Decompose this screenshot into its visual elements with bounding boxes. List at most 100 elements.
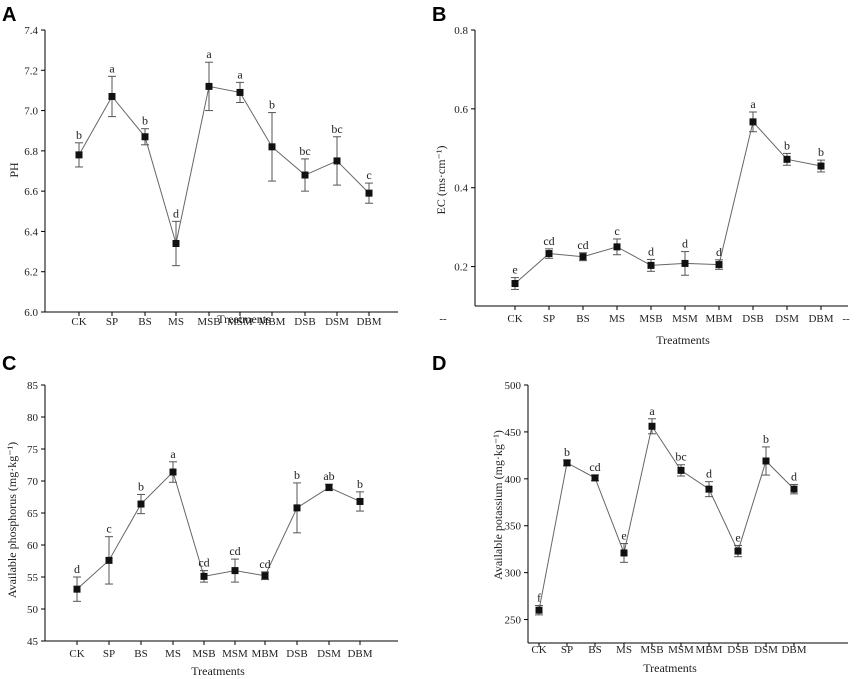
- panel-d-data-point: [591, 474, 599, 482]
- panel-a-y-tick-label: 7.0: [24, 106, 38, 118]
- panel-d-significance-letter: b: [763, 432, 769, 446]
- panel-d-data-point: [648, 422, 656, 430]
- panel-c-x-tick-label: CK: [69, 648, 84, 660]
- panel-c-x-tick-label: DSB: [286, 648, 307, 660]
- panel-d-data-point: [705, 485, 713, 493]
- panel-a-significance-letter: a: [237, 67, 243, 81]
- panel-d-data-point: [762, 457, 770, 465]
- panel-b-y-tick-label: 0.4: [454, 183, 468, 195]
- panel-d-x-tick-label: SP: [561, 644, 573, 656]
- panel-c-x-tick-label: DSM: [317, 648, 341, 660]
- panel-d-x-tick-label: DBM: [781, 644, 806, 656]
- panel-a-x-tick-label: MSB: [197, 316, 220, 328]
- panel-b-data-point: [681, 259, 689, 267]
- panel-c-data-point: [261, 572, 269, 580]
- panel-d: D Treatments Available potassium (mg·kg⁻…: [432, 353, 848, 675]
- panel-d-x-tick-label: DSM: [754, 644, 778, 656]
- panel-a-significance-letter: b: [142, 114, 148, 128]
- panel-b: B Treatments EC (ms·cm⁻¹) 0.2 0.4 0.6 0.8 CK…: [432, 4, 850, 347]
- panel-c-data-point: [325, 483, 333, 491]
- panel-b-x-tick-label: MS: [609, 313, 625, 325]
- panel-c-y-tick-label: 55: [27, 572, 39, 584]
- panel-d-significance-letter: f: [537, 590, 541, 604]
- panel-b-data-point: [545, 250, 553, 258]
- panel-d-data-point: [535, 606, 543, 614]
- panel-d-y-tick-label: 500: [505, 380, 522, 392]
- panel-d-significance-letter: e: [621, 529, 626, 543]
- panel-b-x-tick-label: MSB: [639, 313, 662, 325]
- panel-a-significance-letter: bc: [299, 144, 310, 158]
- panel-d-series-line: [538, 425, 795, 611]
- panel-a-letter: A: [2, 4, 16, 26]
- panel-b-significance-letter: d: [648, 244, 654, 258]
- panel-c-data-point: [200, 572, 208, 580]
- panel-c-y-tick-label: 70: [27, 476, 39, 488]
- panel-b-x-tick-label: MSM: [672, 313, 698, 325]
- panel-b-significance-letter: cd: [577, 238, 588, 252]
- panel-a-x-tick-label: MSM: [227, 316, 253, 328]
- panel-b-x-tick-label: MBM: [706, 313, 733, 325]
- panel-a-y-tick-label: 7.2: [24, 65, 38, 77]
- panel-a-data-point: [108, 92, 116, 100]
- panel-c-y-title: Available phosphorus (mg·kg⁻¹): [5, 442, 19, 598]
- panel-d-x-tick-label: BS: [588, 644, 601, 656]
- panel-a-x-tick-label: DSB: [294, 316, 315, 328]
- panel-a-significance-letter: bc: [331, 122, 342, 136]
- panel-d-significance-letter: a: [649, 404, 655, 418]
- panel-c-x-tick-label: BS: [134, 648, 147, 660]
- panel-b-significance-letter: e: [512, 263, 517, 277]
- panel-c-data-point: [231, 567, 239, 575]
- panel-a-x-tick-label: MBM: [259, 316, 286, 328]
- panel-d-data-point: [734, 547, 742, 555]
- panel-a-data-point: [301, 171, 309, 179]
- panel-d-data-point: [563, 459, 571, 467]
- panel-c-significance-letter: a: [170, 447, 176, 461]
- panel-a-x-tick-label: CK: [71, 316, 86, 328]
- panel-a-data-point: [141, 133, 149, 141]
- panel-b-series-line: [514, 120, 822, 284]
- panel-b-x-tick-label: BS: [576, 313, 589, 325]
- panel-a-y-tick-label: 6.2: [24, 267, 38, 279]
- panel-a-x-tick-label: DSM: [325, 316, 349, 328]
- panel-d-data-point: [790, 485, 798, 493]
- panel-c-data-point: [137, 500, 145, 508]
- panel-c-significance-letter: b: [294, 468, 300, 482]
- panel-c-data-point: [73, 585, 81, 593]
- panel-d-x-tick-label: CK: [531, 644, 546, 656]
- panel-b-significance-letter: d: [716, 245, 722, 259]
- panel-a-significance-letter: c: [366, 168, 371, 182]
- panel-c-x-tick-label: MSM: [222, 648, 248, 660]
- panel-b-x-edge-label: --: [842, 313, 850, 325]
- panel-c-y-tick-label: 60: [27, 540, 39, 552]
- panel-b-significance-letter: d: [682, 237, 688, 251]
- panel-b-x-edge-label: --: [439, 313, 447, 325]
- panel-a-x-title: Treatments: [217, 312, 271, 326]
- panel-b-data-point: [817, 162, 825, 170]
- panel-c-letter: C: [2, 353, 16, 375]
- panel-d-y-tick-label: 450: [505, 427, 522, 439]
- panel-b-data-point: [715, 261, 723, 269]
- panel-a-x-tick-label: MS: [168, 316, 184, 328]
- panel-d-y-title: Available potassium (mg·kg⁻¹): [491, 430, 505, 580]
- panel-a-data-point: [205, 82, 213, 90]
- panel-d-x-tick-label: MSM: [668, 644, 694, 656]
- panel-c-significance-letter: cd: [229, 544, 240, 558]
- panel-b-x-title: Treatments: [656, 333, 710, 347]
- panel-b-data-point: [613, 243, 621, 251]
- panel-b-x-tick-label: DSM: [775, 313, 799, 325]
- panel-d-y-tick-label: 350: [505, 521, 522, 533]
- panel-b-significance-letter: b: [818, 145, 824, 159]
- panel-d-x-tick-label: MBM: [696, 644, 723, 656]
- panel-b-y-tick-label: 0.2: [454, 262, 468, 274]
- panel-a-significance-letter: b: [269, 98, 275, 112]
- panel-c-x-tick-label: MS: [165, 648, 181, 660]
- panel-a-data-point: [172, 240, 180, 248]
- panel-d-x-title: Treatments: [643, 661, 697, 675]
- panel-a-significance-letter: d: [173, 206, 179, 220]
- panel-a-series-line: [78, 85, 370, 244]
- panel-b-y-tick-label: 0.8: [454, 25, 468, 37]
- panel-c-data-point: [356, 497, 364, 505]
- panel-d-significance-letter: e: [735, 530, 740, 544]
- panel-c-significance-letter: b: [138, 479, 144, 493]
- panel-c-y-tick-label: 45: [27, 636, 39, 648]
